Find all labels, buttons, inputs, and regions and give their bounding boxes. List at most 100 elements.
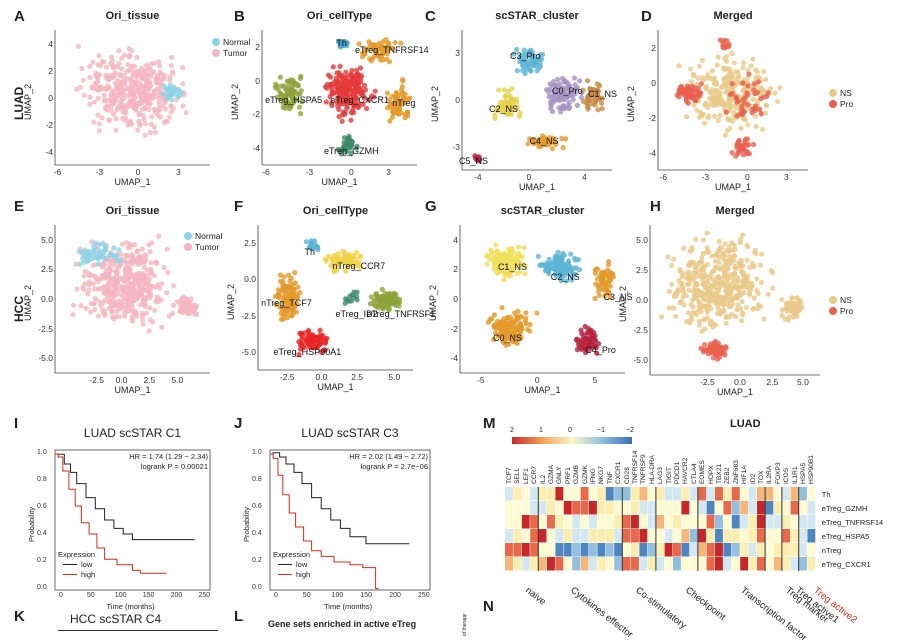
- umap-point: [750, 56, 756, 62]
- umap-point: [671, 256, 677, 262]
- umap-point: [717, 266, 723, 272]
- umap-point: [512, 310, 518, 316]
- umap-point: [400, 76, 406, 83]
- heatmap-cell: [731, 487, 740, 501]
- umap-point: [102, 86, 109, 92]
- umap-point: [499, 319, 505, 325]
- umap-point: [156, 233, 162, 239]
- umap-point: [751, 295, 757, 301]
- y-tick-label: 4: [453, 234, 458, 245]
- umap-point: [138, 292, 144, 298]
- km-title-i: LUAD scSTAR C1: [83, 426, 182, 440]
- umap-point: [727, 125, 733, 131]
- umap-point: [734, 113, 740, 119]
- heatmap-cell: [664, 487, 673, 501]
- umap-point: [164, 290, 170, 296]
- umap-point: [111, 245, 117, 251]
- umap-point: [734, 307, 740, 313]
- heatmap-cell: [773, 487, 782, 501]
- km-legend-line: [278, 574, 292, 575]
- km-curve: [55, 453, 195, 541]
- heatmap-cell: [807, 501, 816, 515]
- umap-point: [521, 245, 527, 251]
- umap-point: [157, 63, 163, 69]
- x-axis-label: UMAP_1: [317, 382, 354, 392]
- umap-point: [721, 299, 727, 305]
- umap-point: [151, 88, 157, 94]
- umap-point: [328, 74, 334, 80]
- umap-point: [591, 329, 597, 335]
- heatmap-cell: [773, 501, 782, 515]
- umap-point: [599, 95, 605, 101]
- umap-point: [534, 310, 540, 316]
- heatmap-cell: [656, 487, 665, 501]
- umap-point: [740, 65, 746, 71]
- umap-point: [577, 78, 583, 84]
- umap-point: [728, 258, 735, 264]
- heatmap-cell: [572, 487, 581, 501]
- umap-point: [676, 94, 682, 100]
- umap-point: [372, 88, 378, 94]
- umap-point: [499, 305, 505, 311]
- heatmap-cell: [790, 543, 799, 557]
- umap-point: [361, 82, 368, 88]
- heatmap-gene-label: CXCR1: [615, 461, 623, 484]
- umap-point: [113, 98, 119, 104]
- umap-point: [697, 269, 703, 275]
- umap-point: [518, 325, 524, 331]
- panel-n-fragment: of therapy: [462, 613, 468, 636]
- cluster-label: C3_NS: [603, 291, 633, 302]
- umap-point: [343, 268, 349, 274]
- x-tick-label: 0.0: [734, 377, 746, 387]
- heatmap-cell: [589, 543, 597, 557]
- legend-label: NS: [840, 295, 852, 305]
- heatmap-gene-label: TCF7: [506, 467, 513, 484]
- umap-point: [122, 274, 128, 280]
- heatmap-cell: [782, 501, 791, 515]
- umap-point: [547, 264, 553, 271]
- umap-point: [711, 102, 717, 108]
- legend-swatch: [184, 232, 192, 240]
- umap-point: [585, 330, 591, 336]
- umap-point: [705, 104, 711, 110]
- heatmap-cell: [505, 529, 513, 543]
- heatmap-cell: [723, 487, 732, 501]
- umap-point: [596, 341, 602, 347]
- umap-point: [133, 70, 139, 76]
- umap-point: [113, 127, 119, 133]
- umap-point: [521, 47, 527, 53]
- umap-point: [761, 94, 767, 100]
- umap-point: [527, 58, 533, 64]
- km-x-tick: 150: [360, 592, 373, 599]
- umap-point: [758, 280, 764, 286]
- umap-point: [686, 287, 692, 293]
- umap-point: [709, 282, 716, 288]
- heatmap-cell: [580, 543, 589, 557]
- umap-point: [742, 136, 749, 142]
- umap-point: [323, 258, 329, 264]
- umap-point: [289, 313, 295, 319]
- heatmap-cell: [790, 529, 799, 543]
- umap-point: [143, 62, 150, 68]
- umap-point: [704, 245, 710, 251]
- umap-point: [549, 83, 555, 89]
- y-tick-label: -5.0: [633, 355, 648, 365]
- umap-point: [740, 80, 746, 86]
- heatmap-cell: [723, 543, 732, 557]
- umap-point: [168, 63, 174, 69]
- umap-point: [358, 90, 364, 97]
- umap-point: [123, 76, 130, 82]
- umap-point: [353, 249, 359, 255]
- umap-point: [114, 270, 120, 276]
- heatmap-cell: [673, 487, 681, 501]
- heatmap-cell: [647, 501, 656, 515]
- umap-point: [714, 251, 720, 258]
- umap-point: [92, 306, 98, 313]
- umap-point: [275, 287, 281, 293]
- cluster-label: eTreg_TNFRSF1: [366, 309, 436, 320]
- umap-point: [724, 53, 730, 59]
- y-tick-label: 0: [48, 92, 53, 103]
- umap-point: [78, 303, 84, 309]
- x-tick-label: 3: [176, 167, 181, 177]
- umap-point: [723, 313, 730, 319]
